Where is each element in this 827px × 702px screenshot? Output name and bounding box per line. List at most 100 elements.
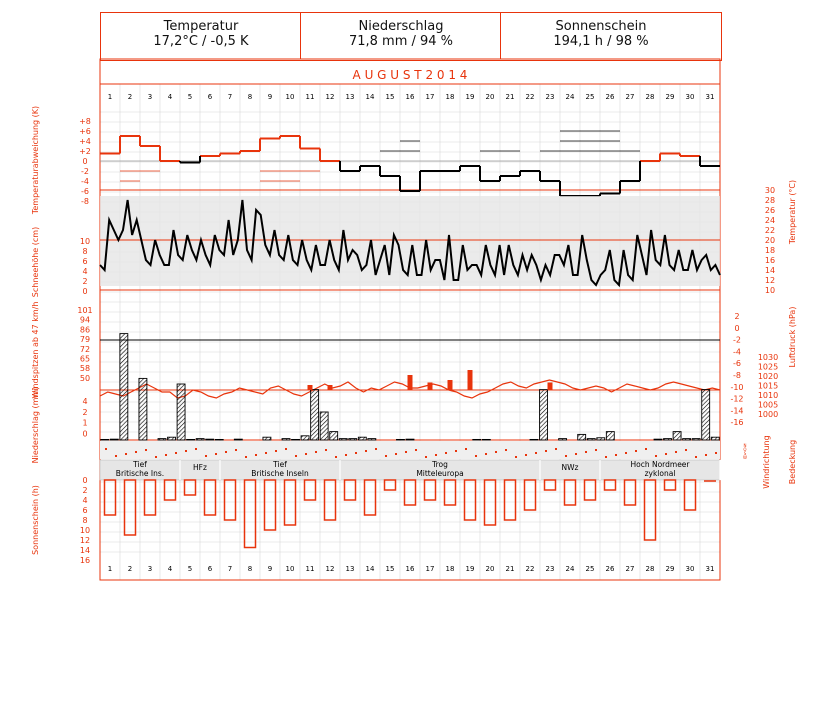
precipitation-bar <box>186 438 196 441</box>
sunshine-bar <box>283 479 297 526</box>
wind-direction-dot <box>415 449 417 451</box>
sunshine-tick: 14 <box>80 546 90 555</box>
sunshine-tick: 16 <box>80 556 90 565</box>
day-label-top: 31 <box>706 93 715 101</box>
wind-direction-dot <box>275 450 277 452</box>
header-box <box>100 12 722 61</box>
wind-direction-dot <box>535 452 537 454</box>
sunshine-bar <box>443 479 457 506</box>
red-bar <box>407 375 413 390</box>
wind-direction-dot <box>315 451 317 453</box>
wind-direction-dot <box>525 454 527 456</box>
wind-direction-dot <box>165 454 167 456</box>
red-bar <box>427 382 433 390</box>
wind-direction-dot <box>575 453 577 455</box>
day-label-bottom: 24 <box>566 565 575 573</box>
anomaly-tick: +8 <box>79 117 91 126</box>
precipitation-bar <box>710 436 720 441</box>
sunshine-tick: 2 <box>82 486 87 495</box>
day-label-bottom: 8 <box>248 565 252 573</box>
wind-direction-dot <box>605 456 607 458</box>
precipitation-bar <box>300 435 310 441</box>
temperature-tick: 22 <box>765 226 775 235</box>
precipitation-bar <box>167 436 176 441</box>
precipitation-axis-label: Niederschlag (mm) <box>31 387 40 464</box>
wind-tick: 58 <box>80 364 90 373</box>
day-label-top: 19 <box>466 93 475 101</box>
right-temperature-tick: -16 <box>730 418 743 427</box>
wind-direction-dot <box>455 450 457 452</box>
day-label-top: 8 <box>248 93 252 101</box>
sunshine-bar <box>603 479 617 491</box>
day-label-bottom: 29 <box>666 565 675 573</box>
day-label-top: 12 <box>326 93 335 101</box>
wind-tick: 86 <box>80 325 90 334</box>
wind-direction-dot <box>345 454 347 456</box>
wind-axis-label: Windspitzen ab 47 km/h <box>31 302 40 399</box>
right-temperature-tick: -12 <box>730 395 743 404</box>
weather-situation-label: zyklonal <box>645 469 676 478</box>
day-label-bottom: 25 <box>586 565 595 573</box>
day-label-bottom: 26 <box>606 565 615 573</box>
precipitation-bar <box>310 389 320 441</box>
temperature-tick: 14 <box>765 266 775 275</box>
wind-direction-dot <box>235 449 237 451</box>
sunshine-bar <box>363 479 377 516</box>
day-label-bottom: 10 <box>286 565 295 573</box>
temperature-tick: 24 <box>765 216 775 225</box>
day-label-bottom: 13 <box>346 565 355 573</box>
day-label-bottom: 17 <box>426 565 435 573</box>
day-label-bottom: 11 <box>306 565 315 573</box>
sunshine-bar <box>463 479 477 521</box>
precipitation-bar <box>195 438 205 441</box>
wind-direction-dot <box>375 448 377 450</box>
header-divider <box>500 12 501 59</box>
sunshine-bar <box>103 479 117 516</box>
header-divider <box>300 12 301 59</box>
day-label-top: 2 <box>128 93 132 101</box>
precipitation-bar <box>176 383 186 441</box>
precipitation-bar <box>405 438 415 441</box>
day-label-top: 21 <box>506 93 515 101</box>
precipitation-bar <box>329 431 339 441</box>
pressure-tick: 1030 <box>758 353 778 362</box>
wind-direction-dot <box>685 449 687 451</box>
anomaly-tick: +2 <box>79 147 91 156</box>
wind-direction-dot <box>115 455 117 457</box>
precipitation-bar <box>558 438 568 441</box>
pressure-tick: 1015 <box>758 382 778 391</box>
day-label-top: 16 <box>406 93 415 101</box>
precipitation-bar <box>157 438 167 441</box>
day-label-bottom: 21 <box>506 565 515 573</box>
right-temperature-tick: 0 <box>734 324 739 333</box>
snow-depth-tick: 10 <box>80 237 90 246</box>
sunshine-summary: Sonnenschein 194,1 h / 98 % <box>501 13 701 59</box>
precipitation-bar <box>348 438 358 441</box>
right-temperature-tick: 2 <box>734 312 739 321</box>
wind-direction-dot <box>355 452 357 454</box>
day-label-bottom: 9 <box>268 565 272 573</box>
wind-tick: 65 <box>80 355 90 364</box>
day-label-bottom: 7 <box>228 565 232 573</box>
wind-direction-dot <box>145 449 147 451</box>
sunshine-bar <box>183 479 197 496</box>
day-label-top: 23 <box>546 93 555 101</box>
precipitation-bar <box>529 438 539 441</box>
wind-direction-dot <box>475 455 477 457</box>
pressure-tick: 1000 <box>758 410 778 419</box>
wind-direction-dot <box>365 450 367 452</box>
day-label-bottom: 18 <box>446 565 455 573</box>
wind-tick: 50 <box>80 374 90 383</box>
snow-depth-tick: 6 <box>82 257 87 266</box>
weather-situation-label: HFz <box>193 463 207 472</box>
red-bar <box>307 385 313 390</box>
wind-direction-label: Windrichtung <box>762 435 771 488</box>
sunshine-bar <box>263 479 277 531</box>
precipitation-bar <box>109 438 119 441</box>
precipitation-bar <box>682 438 692 441</box>
sunshine-tick: 4 <box>82 496 87 505</box>
anomaly-tick: -6 <box>81 187 89 196</box>
precipitation-bar <box>338 438 348 441</box>
sunshine-bar <box>223 479 237 521</box>
snow-depth-tick: 8 <box>82 247 87 256</box>
